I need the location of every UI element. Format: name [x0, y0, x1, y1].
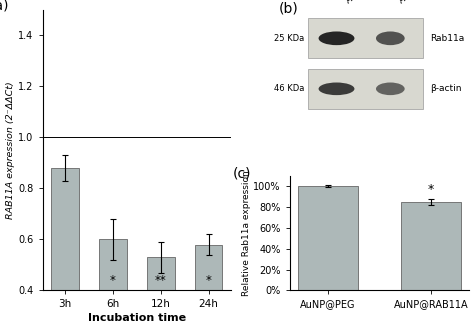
- Text: *: *: [428, 183, 434, 196]
- Text: β-actin: β-actin: [430, 84, 461, 93]
- Y-axis label: Relative Rab11a expression: Relative Rab11a expression: [242, 170, 251, 296]
- Bar: [147, 257, 174, 330]
- Bar: [308, 69, 423, 109]
- Text: *: *: [206, 274, 211, 286]
- Bar: [401, 202, 461, 290]
- Ellipse shape: [319, 31, 355, 45]
- X-axis label: Incubation time: Incubation time: [88, 313, 186, 323]
- Text: (a): (a): [0, 0, 9, 13]
- Text: (b): (b): [279, 1, 299, 16]
- Text: AuNP@RAB11A: AuNP@RAB11A: [397, 0, 452, 5]
- Bar: [195, 245, 222, 330]
- Ellipse shape: [376, 82, 405, 95]
- Y-axis label: RAB11A expression (2⁻ΔΔCt): RAB11A expression (2⁻ΔΔCt): [7, 81, 16, 219]
- Text: 46 KDa: 46 KDa: [274, 84, 304, 93]
- Ellipse shape: [376, 31, 405, 45]
- Text: 25 KDa: 25 KDa: [274, 34, 304, 43]
- Text: (c): (c): [232, 166, 251, 181]
- Text: **: **: [155, 274, 167, 286]
- Text: *: *: [110, 274, 116, 286]
- Bar: [298, 186, 358, 290]
- Bar: [308, 18, 423, 58]
- Ellipse shape: [319, 82, 355, 95]
- Text: Rab11a: Rab11a: [430, 34, 464, 43]
- Bar: [51, 168, 79, 330]
- Bar: [99, 239, 127, 330]
- Text: AuNP@PEG: AuNP@PEG: [343, 0, 385, 5]
